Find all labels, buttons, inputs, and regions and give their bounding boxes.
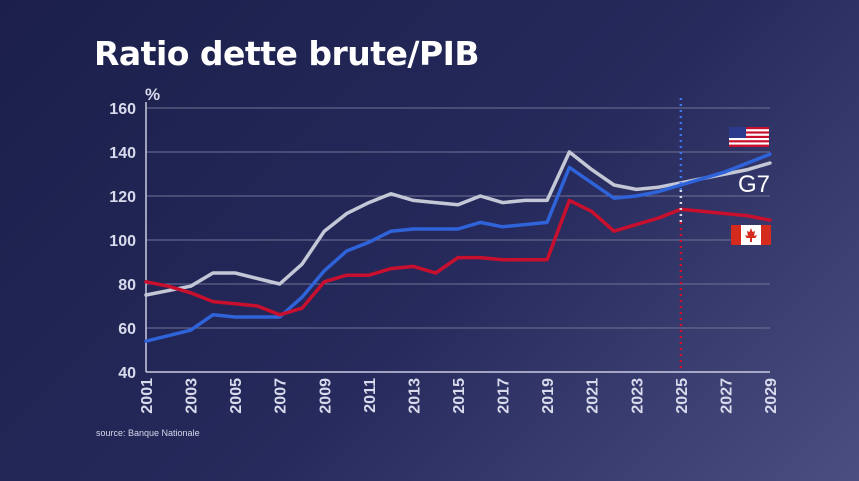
x-tick-label: 2025 [674, 378, 691, 414]
x-tick-label: 2007 [273, 378, 290, 414]
x-tick-label: 2015 [451, 378, 468, 414]
x-tick-label: 2029 [763, 378, 780, 414]
series-line-e-tats-unis [144, 152, 772, 343]
x-tick-label: 2013 [406, 378, 423, 414]
source-note: source: Banque Nationale [96, 428, 200, 438]
x-tick-label: 2009 [317, 378, 334, 414]
y-axis-label: % [145, 85, 160, 104]
canada-flag-icon [731, 225, 771, 245]
x-tick-label: 2001 [139, 378, 156, 414]
x-tick-label: 2005 [228, 378, 245, 414]
x-axis-ticks: 2001 2003 2005 2007 2009 2011 2013 2015 2017 2019… [139, 378, 780, 414]
y-tick-label: 120 [109, 189, 136, 206]
x-tick-label: 2003 [184, 378, 201, 414]
x-tick-label: 2023 [629, 378, 646, 414]
y-tick-label: 60 [118, 321, 136, 338]
gridlines [146, 107, 770, 329]
chart-title: Ratio dette brute/PIB [94, 34, 480, 73]
y-tick-label: 80 [118, 277, 136, 294]
us-flag-icon [729, 127, 769, 147]
x-tick-label: 2019 [540, 378, 557, 414]
series-line-g7 [144, 150, 772, 297]
y-axis-ticks: 40 60 80 100 120 140 160 [109, 101, 136, 382]
axes [145, 102, 770, 373]
x-tick-label: 2017 [496, 378, 513, 414]
x-tick-label: 2027 [718, 378, 735, 414]
series-lines [144, 150, 772, 343]
g7-series-label: G7 [738, 171, 770, 198]
x-tick-label: 2011 [362, 378, 379, 413]
y-tick-label: 40 [118, 365, 136, 382]
y-tick-label: 160 [109, 101, 136, 118]
x-tick-label: 2021 [585, 378, 602, 414]
series-line-canada [144, 198, 772, 317]
y-tick-label: 100 [109, 233, 136, 250]
y-tick-label: 140 [109, 145, 136, 162]
